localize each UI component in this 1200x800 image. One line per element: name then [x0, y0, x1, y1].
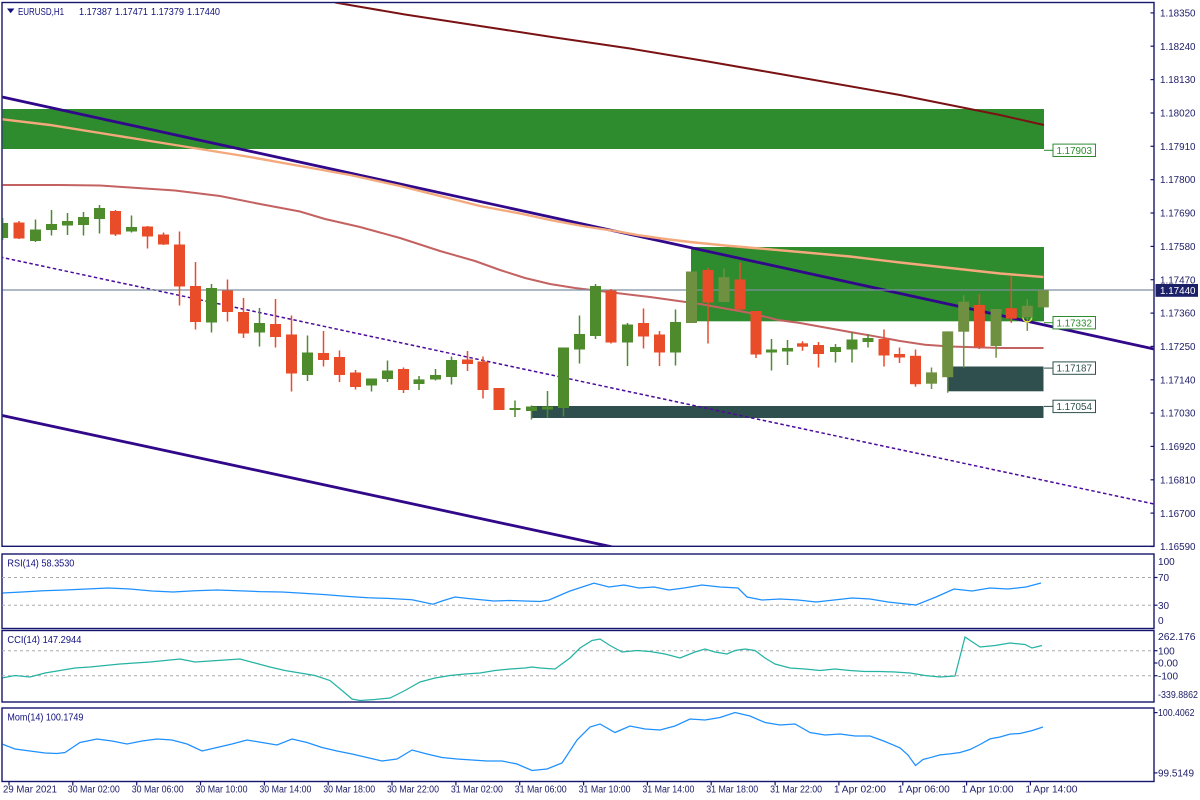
- svg-text:30: 30: [1158, 601, 1170, 612]
- svg-text:1.17910: 1.17910: [1160, 142, 1196, 153]
- svg-text:30 Mar 22:00: 30 Mar 22:00: [387, 785, 439, 796]
- svg-text:EURUSD,H1: EURUSD,H1: [18, 6, 64, 18]
- svg-text:1.17690: 1.17690: [1160, 209, 1196, 220]
- svg-text:30 Mar 14:00: 30 Mar 14:00: [259, 785, 311, 796]
- svg-text:30 Mar 18:00: 30 Mar 18:00: [323, 785, 375, 796]
- svg-text:31 Mar 02:00: 31 Mar 02:00: [451, 785, 503, 796]
- svg-text:99.5149: 99.5149: [1158, 769, 1194, 780]
- svg-text:-339.8862: -339.8862: [1158, 690, 1198, 701]
- svg-text:1.17054: 1.17054: [1056, 402, 1092, 413]
- svg-text:1.17471: 1.17471: [115, 6, 148, 18]
- svg-text:1.17903: 1.17903: [1056, 146, 1092, 157]
- svg-text:1.17140: 1.17140: [1160, 375, 1196, 386]
- svg-text:1.17187: 1.17187: [1056, 364, 1092, 375]
- svg-text:1.16810: 1.16810: [1160, 475, 1196, 486]
- svg-text:1 Apr 06:00: 1 Apr 06:00: [898, 785, 950, 796]
- svg-text:1.17360: 1.17360: [1160, 309, 1196, 320]
- svg-text:70: 70: [1158, 573, 1170, 584]
- svg-text:1.18240: 1.18240: [1160, 42, 1196, 53]
- svg-text:100: 100: [1158, 557, 1175, 568]
- svg-text:0.00: 0.00: [1158, 659, 1178, 670]
- svg-text:CCI(14) 147.2944: CCI(14) 147.2944: [7, 635, 81, 646]
- svg-text:1.17440: 1.17440: [187, 6, 220, 18]
- svg-text:100: 100: [1158, 646, 1175, 657]
- svg-text:1.17580: 1.17580: [1160, 242, 1196, 253]
- svg-text:1 Apr 10:00: 1 Apr 10:00: [962, 785, 1014, 796]
- svg-text:1 Apr 02:00: 1 Apr 02:00: [834, 785, 886, 796]
- svg-text:31 Mar 18:00: 31 Mar 18:00: [706, 785, 758, 796]
- svg-text:31 Mar 06:00: 31 Mar 06:00: [515, 785, 567, 796]
- svg-text:100.4062: 100.4062: [1158, 708, 1195, 719]
- svg-text:-100: -100: [1158, 671, 1178, 682]
- svg-text:1.16700: 1.16700: [1160, 509, 1196, 520]
- svg-text:1.17440: 1.17440: [1160, 286, 1196, 297]
- svg-text:1.17332: 1.17332: [1056, 318, 1092, 329]
- svg-text:1.18350: 1.18350: [1160, 9, 1196, 20]
- svg-text:1.17470: 1.17470: [1160, 275, 1196, 286]
- svg-text:1.17387: 1.17387: [79, 6, 112, 18]
- svg-text:1.16920: 1.16920: [1160, 442, 1196, 453]
- svg-text:30 Mar 06:00: 30 Mar 06:00: [132, 785, 184, 796]
- svg-text:31 Mar 14:00: 31 Mar 14:00: [642, 785, 694, 796]
- svg-text:29 Mar 2021: 29 Mar 2021: [3, 785, 57, 796]
- svg-text:1.17030: 1.17030: [1160, 409, 1196, 420]
- svg-text:1.17800: 1.17800: [1160, 175, 1196, 186]
- svg-text:31 Mar 22:00: 31 Mar 22:00: [770, 785, 822, 796]
- svg-text:262.176: 262.176: [1158, 632, 1196, 643]
- svg-text:30 Mar 02:00: 30 Mar 02:00: [68, 785, 120, 796]
- svg-text:0: 0: [1158, 616, 1164, 627]
- svg-text:RSI(14) 58.3530: RSI(14) 58.3530: [7, 559, 74, 570]
- svg-text:1.17379: 1.17379: [151, 6, 184, 18]
- svg-text:1 Apr 14:00: 1 Apr 14:00: [1025, 785, 1077, 796]
- svg-text:1.16590: 1.16590: [1160, 542, 1196, 553]
- svg-text:Mom(14) 100.1749: Mom(14) 100.1749: [7, 713, 83, 724]
- svg-text:31 Mar 10:00: 31 Mar 10:00: [579, 785, 631, 796]
- svg-text:1.17250: 1.17250: [1160, 342, 1196, 353]
- svg-text:1.18130: 1.18130: [1160, 75, 1196, 86]
- svg-text:30 Mar 10:00: 30 Mar 10:00: [196, 785, 248, 796]
- svg-text:1.18020: 1.18020: [1160, 109, 1196, 120]
